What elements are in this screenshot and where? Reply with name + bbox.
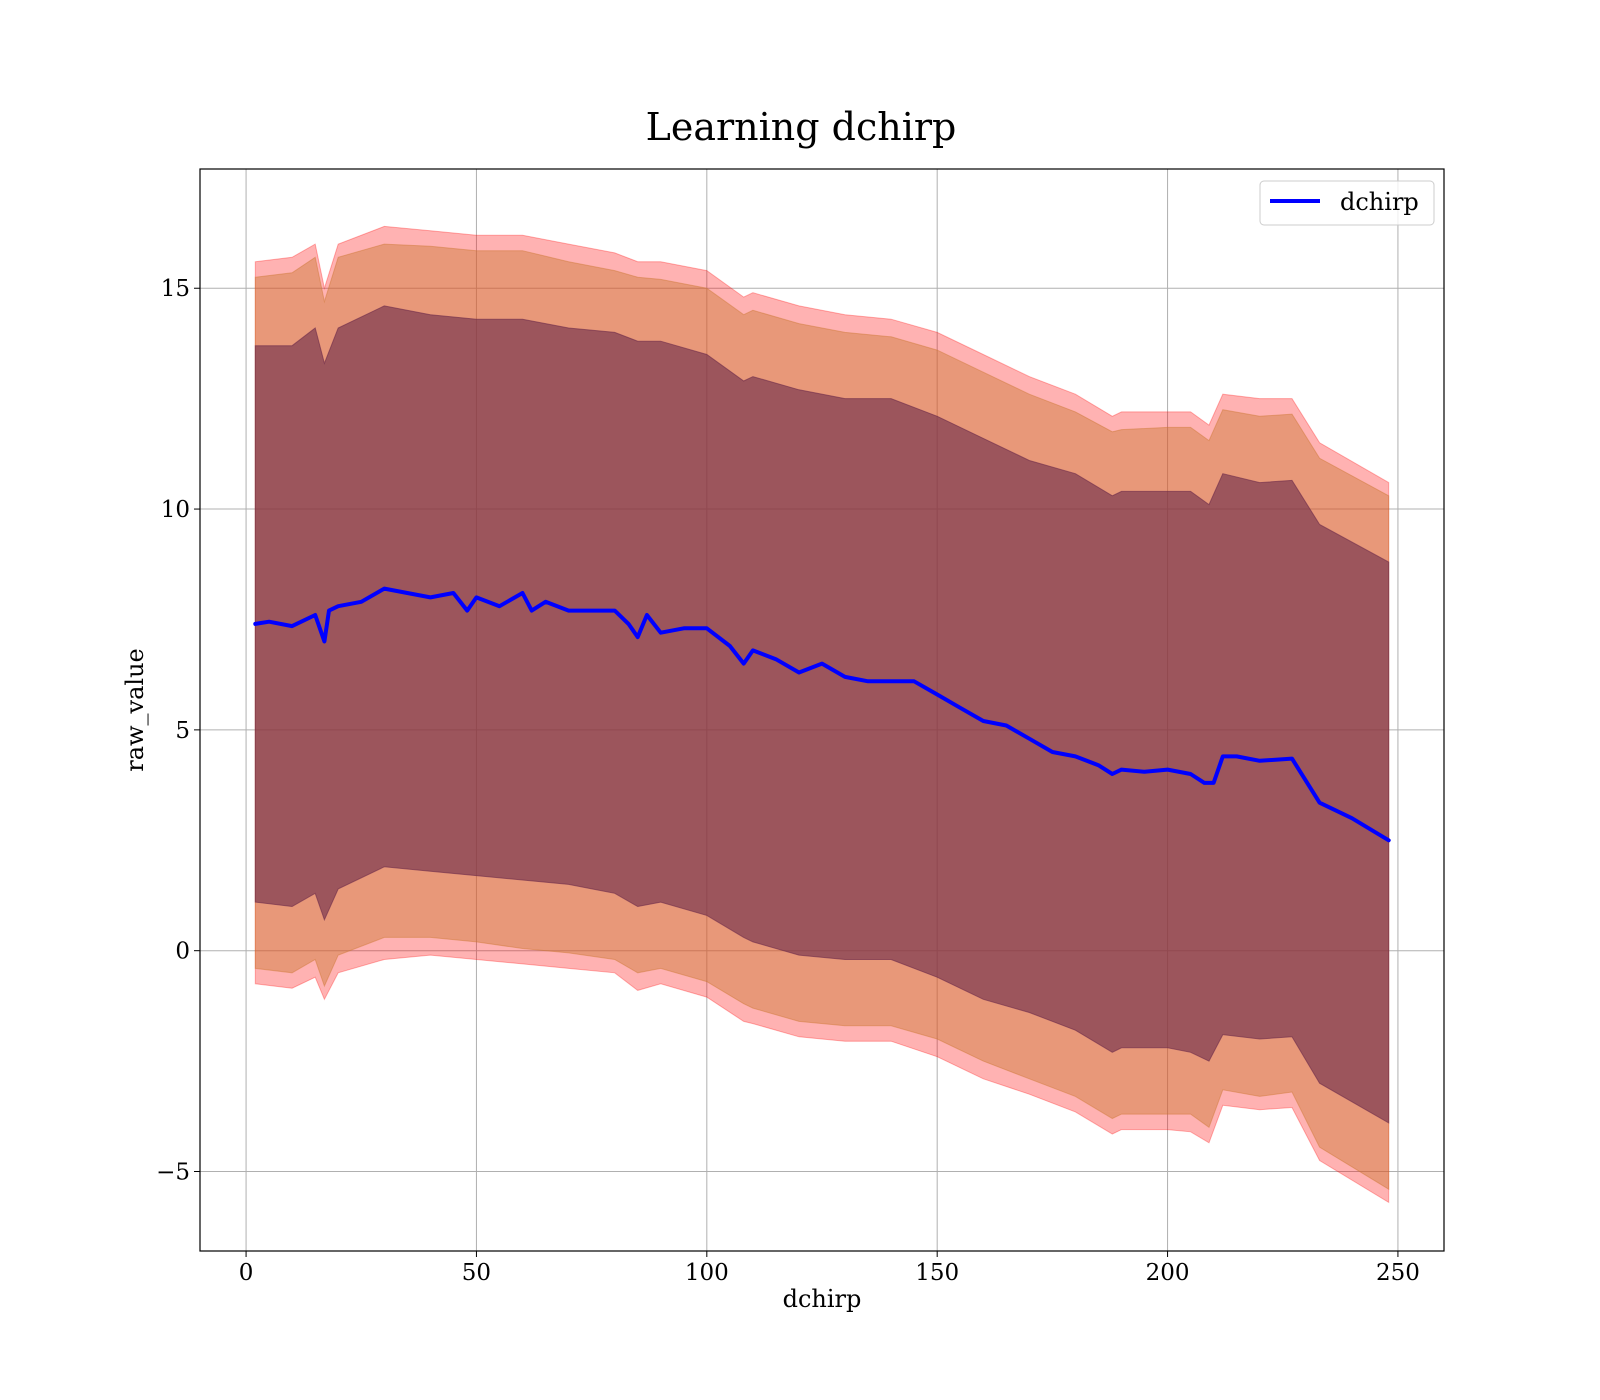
- chart-title: Learning dchirp: [646, 105, 957, 149]
- x-tick-label: 50: [462, 1260, 491, 1286]
- y-tick-label: 0: [175, 939, 190, 965]
- y-axis-ticks: −5 0 5 10 15: [156, 276, 200, 1186]
- y-tick-label: 10: [161, 497, 190, 523]
- x-axis-ticks: 0 50 100 150 200 250: [239, 1251, 1420, 1286]
- x-tick-label: 150: [915, 1260, 959, 1286]
- legend-label: dchirp: [1340, 188, 1419, 216]
- legend: dchirp: [1259, 180, 1435, 226]
- x-tick-label: 250: [1376, 1260, 1420, 1286]
- y-axis-label: raw_value: [121, 648, 149, 772]
- x-axis-label: dchirp: [783, 1285, 862, 1313]
- x-tick-label: 0: [239, 1260, 254, 1286]
- x-tick-label: 100: [685, 1260, 729, 1286]
- confidence-bands: [254, 225, 1390, 1204]
- x-tick-label: 200: [1146, 1260, 1190, 1286]
- y-tick-label: −5: [156, 1160, 190, 1186]
- y-tick-label: 15: [161, 276, 190, 302]
- series-lines: [253, 586, 1391, 843]
- series-line-dchirp: [253, 586, 1391, 843]
- legend-box: [1259, 180, 1435, 226]
- band-area: [254, 305, 1390, 1124]
- y-tick-label: 5: [175, 718, 190, 744]
- plot-area-frame: [199, 168, 1445, 1252]
